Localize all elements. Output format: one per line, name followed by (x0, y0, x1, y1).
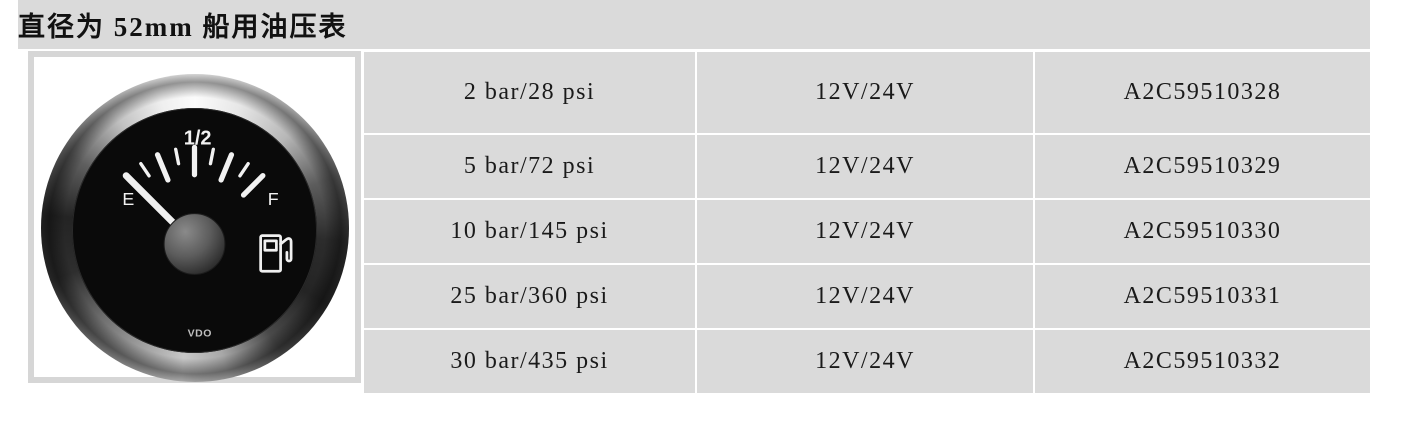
svg-text:VDO: VDO (188, 327, 212, 339)
svg-text:1/2: 1/2 (184, 127, 212, 149)
svg-text:E: E (122, 189, 134, 209)
svg-text:F: F (268, 189, 279, 209)
